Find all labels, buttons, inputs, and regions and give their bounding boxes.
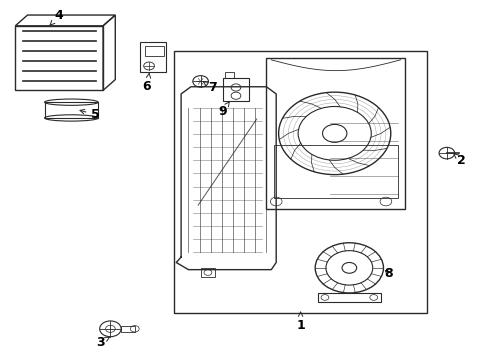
Bar: [173, 51, 427, 313]
Text: 3: 3: [96, 336, 110, 348]
Text: 6: 6: [142, 73, 151, 93]
Bar: [266, 58, 405, 209]
Bar: [200, 268, 215, 277]
Bar: [15, 26, 103, 90]
Bar: [144, 46, 163, 56]
Bar: [317, 293, 380, 302]
Bar: [222, 78, 249, 101]
Text: 9: 9: [218, 102, 229, 118]
Text: 5: 5: [80, 108, 100, 121]
Text: 8: 8: [383, 267, 392, 280]
Bar: [140, 42, 166, 72]
Bar: [44, 102, 98, 118]
Bar: [273, 145, 397, 198]
Text: 4: 4: [50, 9, 63, 25]
Text: 1: 1: [296, 312, 305, 332]
Text: 7: 7: [203, 81, 217, 94]
Text: 2: 2: [453, 154, 465, 167]
Bar: [121, 325, 135, 332]
Bar: [224, 72, 233, 78]
